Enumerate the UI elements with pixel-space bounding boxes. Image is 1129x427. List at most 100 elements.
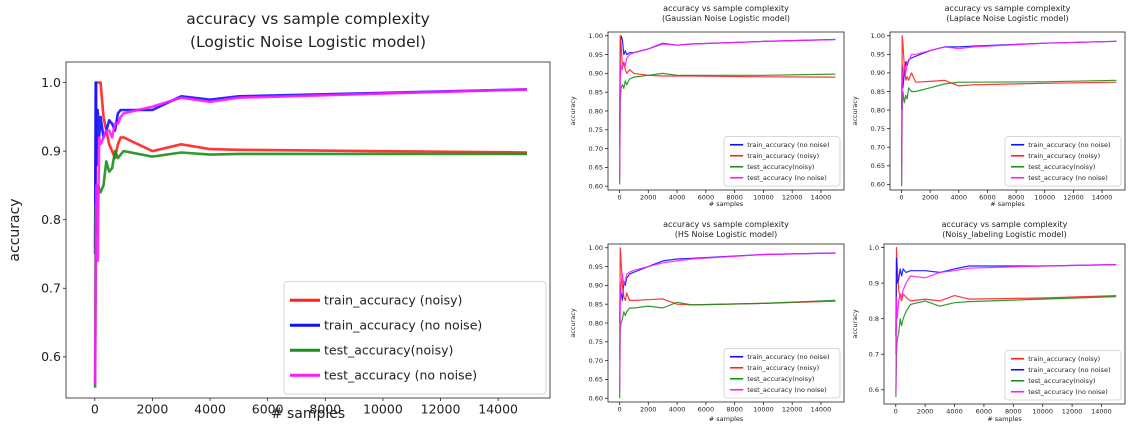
x-tick-label: 6000	[698, 194, 715, 202]
chart-subtitle: (Gaussian Noise Logistic model)	[662, 14, 790, 23]
series-line-train-accuracy-noisy-	[619, 247, 836, 361]
y-tick-label: 1.00	[589, 32, 603, 40]
x-axis-label: # samples	[987, 415, 1022, 423]
legend-label: train_accuracy (noisy)	[324, 293, 462, 308]
y-tick-label: 0.6	[869, 386, 879, 394]
legend-label: train_accuracy (noisy)	[747, 152, 819, 160]
x-tick-label: 2000	[640, 406, 657, 414]
y-tick-label: 0.95	[589, 51, 603, 59]
x-tick-label: 2000	[917, 408, 934, 416]
x-tick-label: 4000	[194, 402, 226, 417]
x-axis-label: # samples	[709, 415, 744, 423]
series-line-test-accuracy-no-noise-	[93, 88, 528, 385]
chart-panel-noisy-labeling: accuracy vs sample complexity (Noisy_labe…	[848, 212, 1129, 423]
chart-title: accuracy vs sample complexity	[663, 4, 789, 13]
y-axis-label: accuracy	[851, 96, 859, 125]
y-tick-label: 0.90	[589, 70, 603, 78]
x-tick-label: 0	[617, 194, 621, 202]
x-tick-label: 12000	[1063, 194, 1084, 202]
x-tick-label: 2000	[922, 194, 939, 202]
chart-title: accuracy vs sample complexity	[942, 220, 1068, 229]
x-tick-label: 12000	[421, 402, 461, 417]
y-tick-label: 0.9	[41, 144, 61, 159]
x-tick-label: 10000	[363, 402, 403, 417]
series-line-train-accuracy-no-noise-	[895, 257, 1117, 337]
y-tick-label: 0.60	[589, 183, 603, 191]
chart-subtitle: (HS Noise Logistic model)	[675, 230, 778, 239]
y-tick-label: 0.90	[871, 69, 885, 77]
chart-title: accuracy vs sample complexity	[663, 220, 789, 229]
x-tick-label: 0	[899, 194, 903, 202]
legend-label: test_accuracy(noisy)	[1028, 377, 1095, 385]
legend-label: train_accuracy (no noise)	[747, 141, 829, 149]
series-line-train-accuracy-noisy-	[895, 246, 1117, 355]
x-tick-label: 8000	[1005, 408, 1022, 416]
y-axis-label: accuracy	[851, 309, 859, 338]
x-axis-label: # samples	[271, 406, 345, 422]
y-tick-label: 0.8	[869, 315, 879, 323]
series-line-test-accuracy-no-noise-	[895, 264, 1117, 394]
x-tick-label: 12000	[1062, 408, 1083, 416]
legend-box	[1004, 350, 1122, 401]
legend-label: test_accuracy (no noise)	[747, 174, 827, 182]
legend-label: test_accuracy (no noise)	[1028, 174, 1108, 182]
y-axis-label: accuracy	[569, 308, 577, 337]
x-tick-label: 10000	[1032, 408, 1053, 416]
y-tick-label: 0.95	[871, 51, 885, 59]
y-tick-label: 0.65	[871, 162, 885, 170]
x-tick-label: 14000	[1091, 408, 1112, 416]
y-tick-label: 0.70	[589, 145, 603, 153]
chart-panel-laplace: accuracy vs sample complexity (Laplace No…	[848, 0, 1129, 212]
y-tick-label: 0.75	[871, 125, 885, 133]
x-tick-label: 8000	[726, 406, 743, 414]
y-tick-label: 0.7	[41, 281, 61, 296]
legend-label: train_accuracy (no noise)	[324, 318, 482, 333]
chart-subtitle: (Noisy_labeling Logistic model)	[942, 230, 1066, 239]
legend-box	[1004, 136, 1122, 187]
y-tick-label: 1.0	[41, 75, 61, 90]
x-tick-label: 12000	[782, 406, 803, 414]
y-tick-label: 0.70	[589, 357, 603, 365]
y-tick-label: 0.70	[871, 144, 885, 152]
x-tick-label: 4000	[951, 194, 968, 202]
legend-box	[723, 136, 841, 187]
x-tick-label: 6000	[976, 408, 993, 416]
chart-svg: accuracy vs sample complexity(HS Noise L…	[569, 220, 845, 423]
x-tick-label: 2000	[137, 402, 169, 417]
legend-label: test_accuracy(noisy)	[747, 163, 814, 171]
x-tick-label: 6000	[252, 402, 284, 417]
y-tick-label: 1.0	[869, 244, 879, 252]
y-tick-label: 0.85	[589, 88, 603, 96]
x-tick-label: 4000	[669, 194, 686, 202]
chart-svg: accuracy vs sample complexity(Laplace No…	[851, 4, 1126, 208]
series-line-test-accuracy-no-noise-	[901, 40, 1117, 185]
x-tick-label: 2000	[640, 194, 657, 202]
series-line-test-accuracy-no-noise-	[619, 38, 836, 179]
x-tick-label: 10000	[753, 194, 774, 202]
legend-label: test_accuracy (no noise)	[1028, 388, 1108, 396]
series-line-train-accuracy-noisy-	[619, 35, 836, 149]
legend-label: train_accuracy (noisy)	[1028, 355, 1100, 363]
y-tick-label: 0.80	[589, 319, 603, 327]
series-line-test-accuracy-noisy-	[619, 299, 836, 399]
chart-svg: accuracy vs sample complexity (Logistic N…	[7, 10, 551, 422]
y-tick-label: 0.75	[589, 338, 603, 346]
y-tick-label: 0.85	[589, 300, 603, 308]
y-axis-label: accuracy	[569, 96, 577, 125]
legend-label: test_accuracy (no noise)	[324, 368, 477, 383]
x-tick-label: 8000	[1008, 194, 1025, 202]
x-tick-label: 10000	[1034, 194, 1055, 202]
x-tick-label: 6000	[979, 194, 996, 202]
legend-label: train_accuracy (no noise)	[1028, 366, 1110, 374]
y-tick-label: 0.80	[589, 107, 603, 115]
x-tick-label: 10000	[753, 406, 774, 414]
x-tick-label: 0	[91, 402, 99, 417]
y-tick-label: 0.65	[589, 164, 603, 172]
x-tick-label: 6000	[698, 406, 715, 414]
chart-svg: accuracy vs sample complexity(Noisy_labe…	[851, 220, 1126, 423]
x-tick-label: 4000	[669, 406, 686, 414]
y-tick-label: 0.85	[871, 88, 885, 96]
y-tick-label: 0.8	[41, 212, 61, 227]
series-line-train-accuracy-no-noise-	[93, 81, 528, 255]
x-tick-label: 8000	[726, 194, 743, 202]
